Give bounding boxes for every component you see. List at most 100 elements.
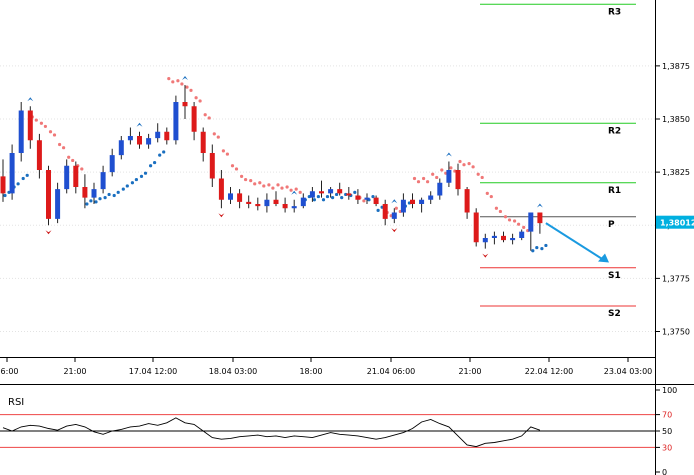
candle-down xyxy=(455,170,461,190)
candle-down xyxy=(337,189,343,194)
sar-dot xyxy=(471,165,475,169)
time-axis: 06:00 21:00 17.04 12:00 18.04 03:00 18:00 21.… xyxy=(0,357,652,376)
sar-dot xyxy=(262,184,266,188)
sar-dot xyxy=(3,193,7,198)
sar-dot xyxy=(25,173,29,177)
candle-down xyxy=(191,106,197,132)
fractal-down-marker xyxy=(482,253,489,258)
candle-down xyxy=(501,235,506,241)
candlesticks xyxy=(0,85,543,251)
sar-dot xyxy=(216,135,220,139)
sar-dot xyxy=(253,182,257,186)
rsi-levels xyxy=(0,384,694,448)
sar-dot xyxy=(485,191,489,195)
rsi-axis: 100 70 50 30 0 xyxy=(655,386,677,475)
sar-dot xyxy=(289,188,293,192)
candle-down xyxy=(182,102,188,107)
fractal-up-marker xyxy=(291,190,298,195)
fractal-up-marker xyxy=(536,203,543,208)
sar-dot xyxy=(513,219,517,223)
candle-up xyxy=(109,155,115,173)
pivot-label-r3: R3 xyxy=(608,7,621,17)
candle-up xyxy=(491,235,497,238)
sar-dot xyxy=(94,200,98,204)
sar-dot xyxy=(522,225,526,229)
sar-dot xyxy=(58,142,62,147)
sar-dot xyxy=(294,187,298,191)
fractal-up-marker xyxy=(445,152,452,157)
candle-up xyxy=(118,140,124,156)
sar-dot xyxy=(85,202,89,206)
candle-up xyxy=(155,131,161,139)
sar-dot xyxy=(39,121,44,125)
candle-down xyxy=(355,195,361,200)
time-tick-label: 21.04 06:00 xyxy=(367,367,416,376)
sar-dot xyxy=(171,80,175,84)
candle-up xyxy=(9,153,15,194)
candle-up xyxy=(228,193,233,200)
fractal-down-marker xyxy=(391,228,398,233)
sar-dot xyxy=(412,176,417,181)
sar-dot xyxy=(21,176,25,181)
candle-up xyxy=(127,136,133,141)
sar-dot xyxy=(225,152,229,156)
sar-dot xyxy=(458,159,462,164)
sar-dot xyxy=(335,192,339,197)
fractal-up-marker xyxy=(391,199,398,204)
candle-down xyxy=(282,204,288,209)
candle-down xyxy=(273,199,279,204)
sar-dot xyxy=(394,206,398,210)
candle-down xyxy=(319,191,324,194)
sar-dot xyxy=(52,133,57,137)
candle-down xyxy=(73,165,79,187)
candle-down xyxy=(473,212,479,243)
sar-dot xyxy=(480,175,484,180)
sar-dot xyxy=(494,206,498,210)
pivot-label-r1: R1 xyxy=(608,186,621,196)
sar-dot xyxy=(112,193,116,198)
candle-down xyxy=(237,193,243,202)
candle-down xyxy=(346,193,352,196)
sar-dot xyxy=(71,158,75,163)
sar-dot xyxy=(489,194,493,199)
rsi-tick-label: 30 xyxy=(662,443,672,452)
sar-dot xyxy=(207,116,211,120)
forecast-arrow-line xyxy=(545,222,604,261)
price-tick-label: 1,3875 xyxy=(662,62,690,71)
sar-dot xyxy=(249,179,253,183)
sar-dot xyxy=(230,164,235,168)
price-tick-label: 1,3750 xyxy=(662,328,690,337)
time-tick-label: 18:00 xyxy=(299,367,322,376)
fractal-down-marker xyxy=(45,230,52,235)
sar-dot xyxy=(180,82,184,86)
sar-dot xyxy=(535,245,539,250)
sar-dot xyxy=(98,197,102,201)
candle-down xyxy=(255,204,261,207)
sar-dot xyxy=(298,190,302,194)
candle-up xyxy=(291,206,297,209)
sar-dot xyxy=(149,164,153,168)
sar-dot xyxy=(240,174,244,178)
rsi-line xyxy=(2,417,541,448)
sar-dot xyxy=(67,155,71,159)
sar-dot xyxy=(312,198,316,202)
sar-dot xyxy=(267,183,271,187)
candle-down xyxy=(164,131,170,141)
sar-dot xyxy=(80,167,84,171)
sar-dot xyxy=(185,85,189,89)
candle-up xyxy=(100,172,106,190)
time-tick-label: 17.04 12:00 xyxy=(129,367,178,376)
rsi-title: RSI xyxy=(8,397,24,408)
sar-dot xyxy=(440,168,444,172)
sar-dot xyxy=(125,184,129,188)
candle-down xyxy=(464,189,470,213)
candle-down xyxy=(246,201,252,204)
sar-dot xyxy=(340,196,344,200)
sar-dot xyxy=(316,194,320,199)
sar-dot xyxy=(103,196,107,200)
fractal-up-marker xyxy=(27,97,34,102)
candle-down xyxy=(36,140,42,170)
sar-dot xyxy=(130,181,134,185)
candle-up xyxy=(510,238,516,241)
